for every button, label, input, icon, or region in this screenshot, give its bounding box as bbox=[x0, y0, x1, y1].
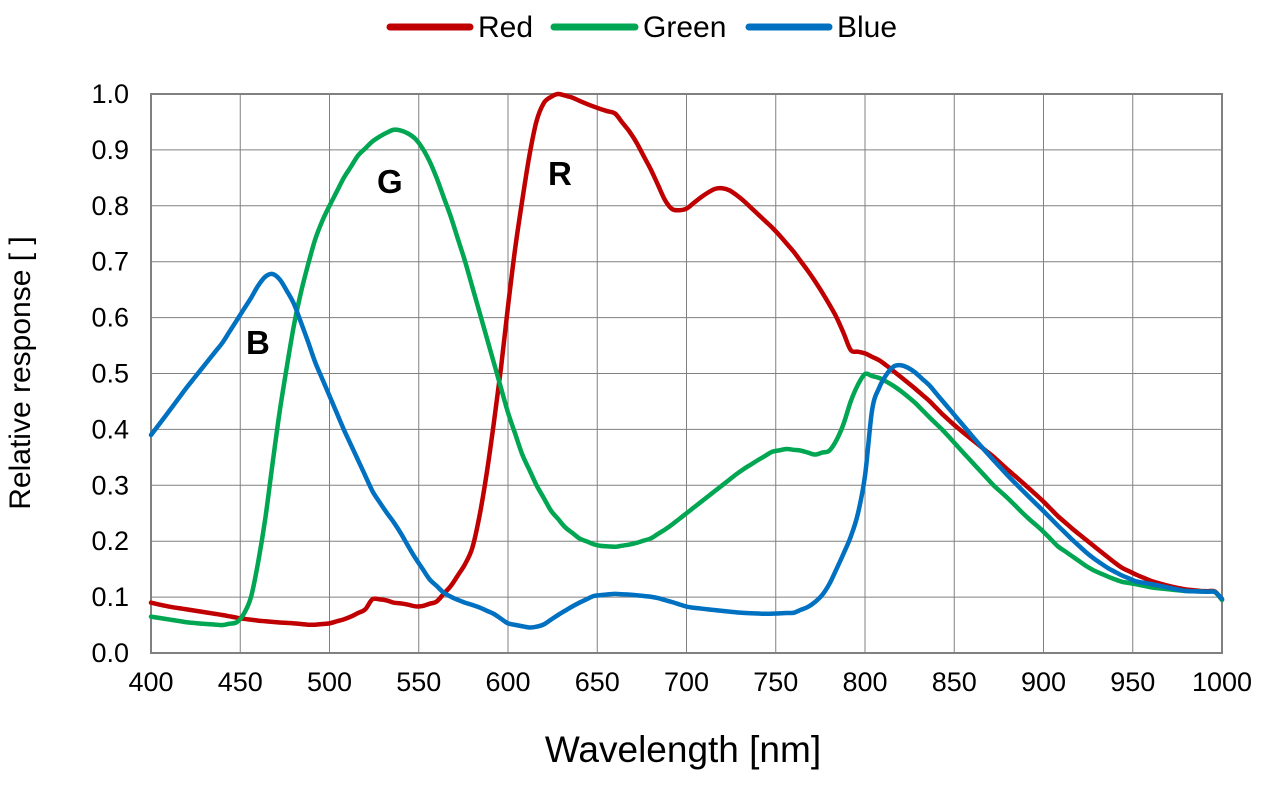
svg-text:700: 700 bbox=[664, 667, 709, 697]
svg-text:400: 400 bbox=[128, 667, 173, 697]
svg-text:Green: Green bbox=[643, 11, 726, 44]
svg-text:Wavelength [nm]: Wavelength [nm] bbox=[545, 729, 821, 770]
svg-text:G: G bbox=[377, 163, 403, 200]
svg-text:950: 950 bbox=[1110, 667, 1155, 697]
svg-text:1000: 1000 bbox=[1192, 667, 1252, 697]
svg-text:B: B bbox=[246, 324, 270, 361]
svg-text:800: 800 bbox=[842, 667, 887, 697]
svg-text:0.0: 0.0 bbox=[91, 638, 129, 668]
svg-text:R: R bbox=[548, 155, 572, 192]
svg-text:0.3: 0.3 bbox=[91, 470, 129, 500]
svg-text:Red: Red bbox=[478, 11, 533, 44]
svg-text:0.6: 0.6 bbox=[91, 303, 129, 333]
svg-text:Relative response [ ]: Relative response [ ] bbox=[4, 236, 37, 509]
svg-text:0.9: 0.9 bbox=[91, 135, 129, 165]
svg-text:600: 600 bbox=[485, 667, 530, 697]
svg-text:0.8: 0.8 bbox=[91, 191, 129, 221]
svg-text:900: 900 bbox=[1021, 667, 1066, 697]
svg-text:0.1: 0.1 bbox=[91, 582, 129, 612]
svg-text:650: 650 bbox=[575, 667, 620, 697]
svg-text:Blue: Blue bbox=[837, 11, 897, 44]
svg-text:0.5: 0.5 bbox=[91, 359, 129, 389]
svg-text:550: 550 bbox=[396, 667, 441, 697]
svg-text:450: 450 bbox=[218, 667, 263, 697]
svg-text:0.7: 0.7 bbox=[91, 247, 129, 277]
svg-text:1.0: 1.0 bbox=[91, 79, 129, 109]
svg-text:850: 850 bbox=[932, 667, 977, 697]
svg-text:0.2: 0.2 bbox=[91, 526, 129, 556]
svg-text:500: 500 bbox=[307, 667, 352, 697]
svg-text:0.4: 0.4 bbox=[91, 414, 129, 444]
svg-text:750: 750 bbox=[753, 667, 798, 697]
